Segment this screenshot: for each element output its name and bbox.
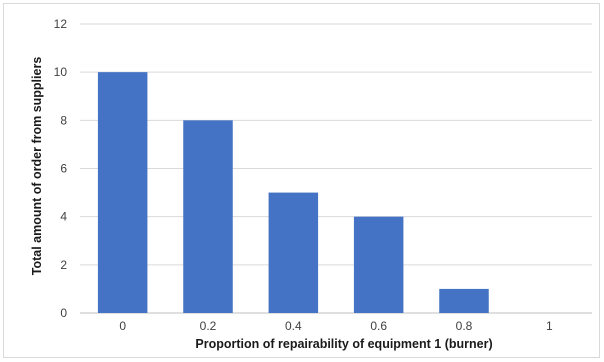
bar-0-2 [183, 120, 233, 313]
x-axis-title: Proportion of repairability of equipment… [195, 337, 492, 351]
x-tick-label: 0.2 [200, 319, 217, 333]
y-tick-label: 6 [60, 162, 67, 176]
x-tick-labels: 0 0.2 0.4 0.6 0.8 1 [119, 319, 553, 333]
x-tick-label: 1 [546, 319, 553, 333]
x-tick-label: 0 [119, 319, 126, 333]
y-tick-label: 12 [54, 17, 68, 31]
y-tick-label: 2 [60, 258, 67, 272]
bar-0-6 [353, 216, 404, 313]
y-tick-label: 4 [60, 210, 67, 224]
x-tick-label: 0.6 [370, 319, 387, 333]
bars [97, 72, 489, 314]
bar-0-4 [268, 192, 319, 313]
bar-0-8 [439, 288, 489, 313]
y-tick-label: 10 [54, 65, 68, 79]
y-tick-label: 0 [60, 306, 67, 320]
bar-0 [97, 72, 148, 314]
y-axis-title: Total amount of order from suppliers [30, 57, 44, 276]
gridlines [80, 23, 592, 314]
x-tick-label: 0.4 [285, 319, 302, 333]
x-tick-label: 0.8 [456, 319, 473, 333]
y-tick-labels: 0 2 4 6 8 10 12 [54, 17, 68, 320]
y-tick-label: 8 [60, 113, 67, 127]
